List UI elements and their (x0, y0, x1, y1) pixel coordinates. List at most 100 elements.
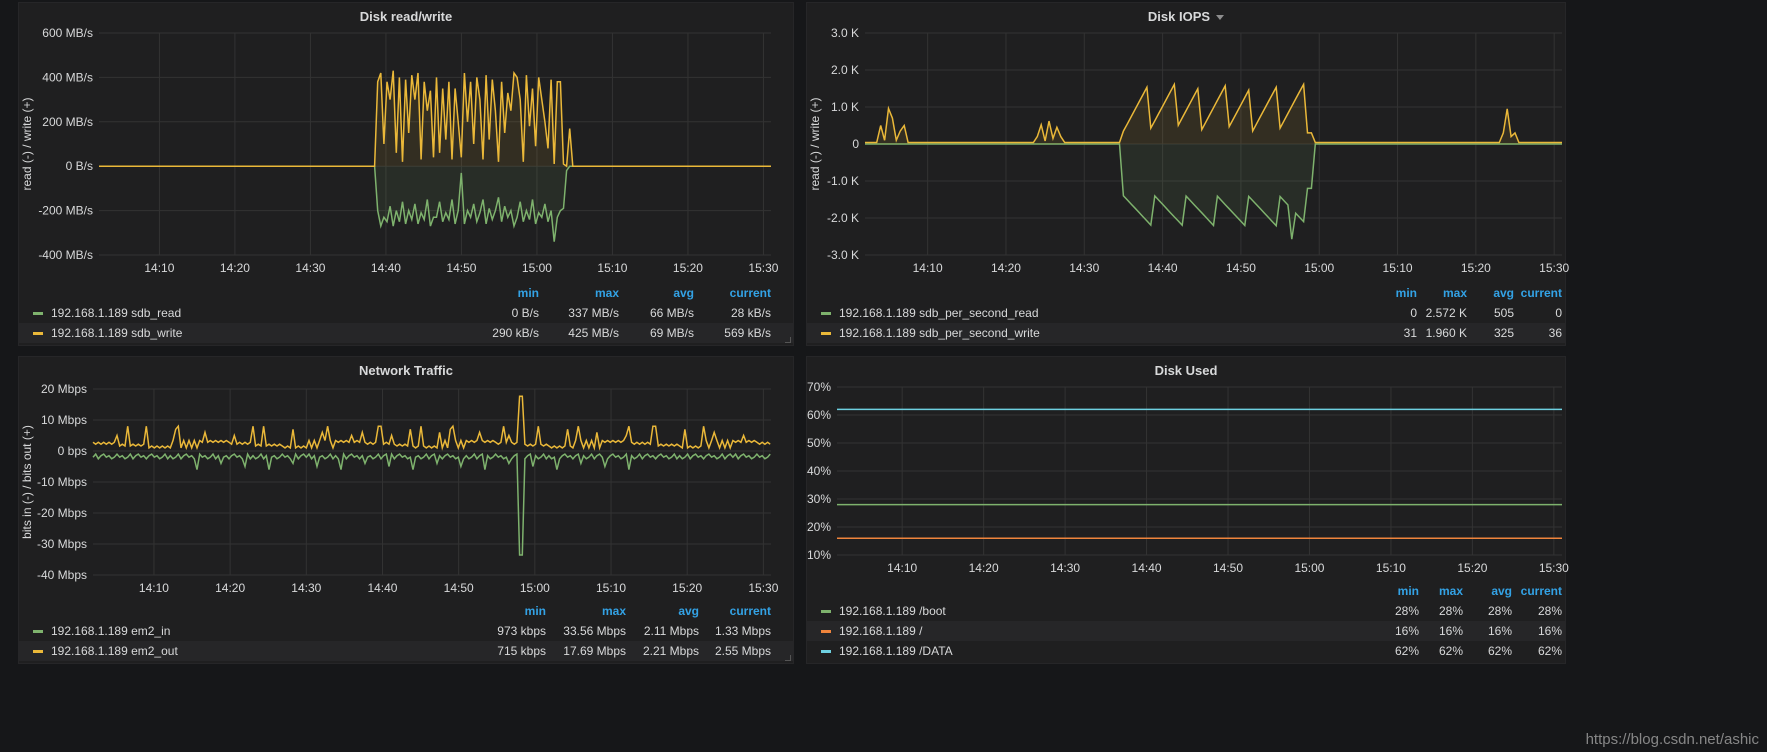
series-min: 16% (1394, 624, 1419, 638)
legend-header-current[interactable]: current (729, 604, 771, 618)
x-tick-label: 15:00 (522, 261, 552, 275)
series-current: 62% (1537, 644, 1562, 658)
x-tick-label: 15:10 (1383, 261, 1413, 275)
legend-header-max[interactable]: max (601, 604, 626, 618)
series-color-swatch[interactable] (33, 650, 43, 653)
series-name[interactable]: 192.168.1.189 sdb_per_second_read (839, 306, 1039, 320)
sdb-per-second-read-area (865, 144, 1562, 240)
series-color-swatch[interactable] (33, 312, 43, 315)
series-color-swatch[interactable] (33, 630, 43, 633)
legend-header-avg[interactable]: avg (1491, 584, 1512, 598)
legend-header-min[interactable]: min (1397, 584, 1419, 598)
y-tick-label: 2.0 K (831, 63, 859, 77)
legend-header-max[interactable]: max (594, 286, 619, 300)
x-tick-label: 14:20 (220, 261, 250, 275)
series-avg: 2.11 Mbps (643, 624, 699, 638)
legend-header-current[interactable]: current (1520, 584, 1562, 598)
y-tick-label: -1.0 K (827, 174, 859, 188)
y-tick-label: 0 B/s (66, 159, 93, 173)
y-tick-label: 20% (807, 520, 831, 534)
series-color-swatch[interactable] (821, 650, 831, 653)
series-name[interactable]: 192.168.1.189 sdb_read (51, 306, 182, 320)
x-tick-label: 14:30 (295, 261, 325, 275)
x-tick-label: 14:10 (144, 261, 174, 275)
panel-title[interactable]: Disk IOPS (807, 9, 1565, 24)
x-tick-label: 14:10 (913, 261, 943, 275)
panel-title[interactable]: Disk read/write (359, 9, 453, 24)
y-axis-label: read (-) / write (+) (808, 97, 822, 190)
legend-header: min max avg current (19, 283, 793, 303)
legend-header-min[interactable]: min (524, 604, 546, 618)
x-tick-label: 15:00 (1304, 261, 1334, 275)
series-color-swatch[interactable] (821, 312, 831, 315)
sdb-per-second-write-line (865, 81, 1562, 144)
x-tick-label: 15:30 (1539, 261, 1569, 275)
series-avg: 505 (1493, 306, 1514, 320)
series-name[interactable]: 192.168.1.189 /DATA (839, 644, 953, 658)
series-name[interactable]: 192.168.1.189 sdb_per_second_write (839, 326, 1040, 340)
sdb-write-line (99, 70, 771, 168)
y-tick-label: 400 MB/s (42, 70, 93, 84)
series-current: 1.33 Mbps (714, 624, 771, 638)
legend-header-max[interactable]: max (1442, 286, 1467, 300)
series-max: 425 MB/s (568, 326, 619, 340)
x-tick-label: 14:50 (446, 261, 476, 275)
chevron-down-icon[interactable] (1216, 15, 1225, 21)
series-name[interactable]: 192.168.1.189 /boot (839, 604, 946, 618)
legend-header-max[interactable]: max (1438, 584, 1463, 598)
y-tick-label: -2.0 K (827, 211, 859, 225)
series-min: 290 kB/s (492, 326, 539, 340)
series-current: 36 (1548, 326, 1562, 340)
panel-disk-read-write: Disk read/write 600 MB/s 400 MB/s 200 MB/s… (18, 2, 794, 346)
legend-row[interactable]: 192.168.1.189 sdb_per_second_read 0 2.572 … (807, 303, 1565, 323)
legend-header-avg[interactable]: avg (678, 604, 699, 618)
series-color-swatch[interactable] (821, 630, 831, 633)
legend-row[interactable]: 192.168.1.189 em2_in 973 kbps 33.56 Mbps 2.… (19, 621, 793, 641)
legend-row[interactable]: 192.168.1.189 sdb_write 290 kB/s 425 MB/s 6… (19, 323, 793, 343)
series-min: 973 kbps (497, 624, 546, 638)
series-name[interactable]: 192.168.1.189 / (839, 624, 923, 638)
y-tick-label: 20 Mbps (41, 382, 87, 396)
legend-header-current[interactable]: current (729, 286, 771, 300)
legend-row[interactable]: 192.168.1.189 / 16% 16% 16% 16% (807, 621, 1565, 641)
legend: min max avg current 192.168.1.189 em2_in 973 … (19, 601, 793, 661)
x-tick-label: 15:20 (672, 581, 702, 595)
legend-header-current[interactable]: current (1520, 286, 1562, 300)
legend-row[interactable]: 192.168.1.189 sdb_read 0 B/s 337 MB/s 66 MB… (19, 303, 793, 323)
x-tick-label: 14:10 (887, 561, 917, 575)
series-color-swatch[interactable] (821, 610, 831, 613)
legend: min max avg current 192.168.1.189 sdb_per_se… (807, 283, 1565, 343)
y-tick-label: 10 Mbps (41, 413, 87, 427)
x-tick-label: 15:30 (1539, 561, 1569, 575)
legend-row[interactable]: 192.168.1.189 sdb_per_second_write 31 1.96… (807, 323, 1565, 343)
y-tick-label: -200 MB/s (38, 204, 93, 218)
series-min: 0 (1410, 306, 1417, 320)
em2-out-line (92, 395, 771, 451)
resize-handle[interactable] (785, 337, 791, 343)
y-axis-label: read (-) / write (+) (20, 97, 34, 190)
legend-row[interactable]: 192.168.1.189 /DATA 62% 62% 62% 62% (807, 641, 1565, 661)
legend-header-avg[interactable]: avg (1493, 286, 1514, 300)
series-name[interactable]: 192.168.1.189 em2_out (51, 644, 178, 658)
series-color-swatch[interactable] (33, 332, 43, 335)
series-color-swatch[interactable] (821, 332, 831, 335)
series-name[interactable]: 192.168.1.189 em2_in (51, 624, 171, 638)
x-tick-label: 14:40 (367, 581, 397, 595)
legend-header: min max avg current (807, 581, 1565, 601)
y-tick-label: 1.0 K (831, 100, 859, 114)
legend-header-min[interactable]: min (517, 286, 539, 300)
panel-title[interactable]: Network Traffic (359, 363, 453, 378)
x-tick-label: 15:10 (597, 261, 627, 275)
legend-row[interactable]: 192.168.1.189 /boot 28% 28% 28% 28% (807, 601, 1565, 621)
legend-header-min[interactable]: min (1395, 286, 1417, 300)
x-tick-label: 15:30 (748, 581, 778, 595)
sdb-read-area (99, 166, 771, 242)
legend-header-avg[interactable]: avg (673, 286, 694, 300)
legend-row[interactable]: 192.168.1.189 em2_out 715 kbps 17.69 Mbps 2… (19, 641, 793, 661)
series-max: 337 MB/s (568, 306, 619, 320)
panel-title[interactable]: Disk Used (1154, 363, 1218, 378)
resize-handle[interactable] (785, 655, 791, 661)
x-tick-label: 14:30 (291, 581, 321, 595)
x-tick-label: 15:20 (1457, 561, 1487, 575)
series-name[interactable]: 192.168.1.189 sdb_write (51, 326, 183, 340)
